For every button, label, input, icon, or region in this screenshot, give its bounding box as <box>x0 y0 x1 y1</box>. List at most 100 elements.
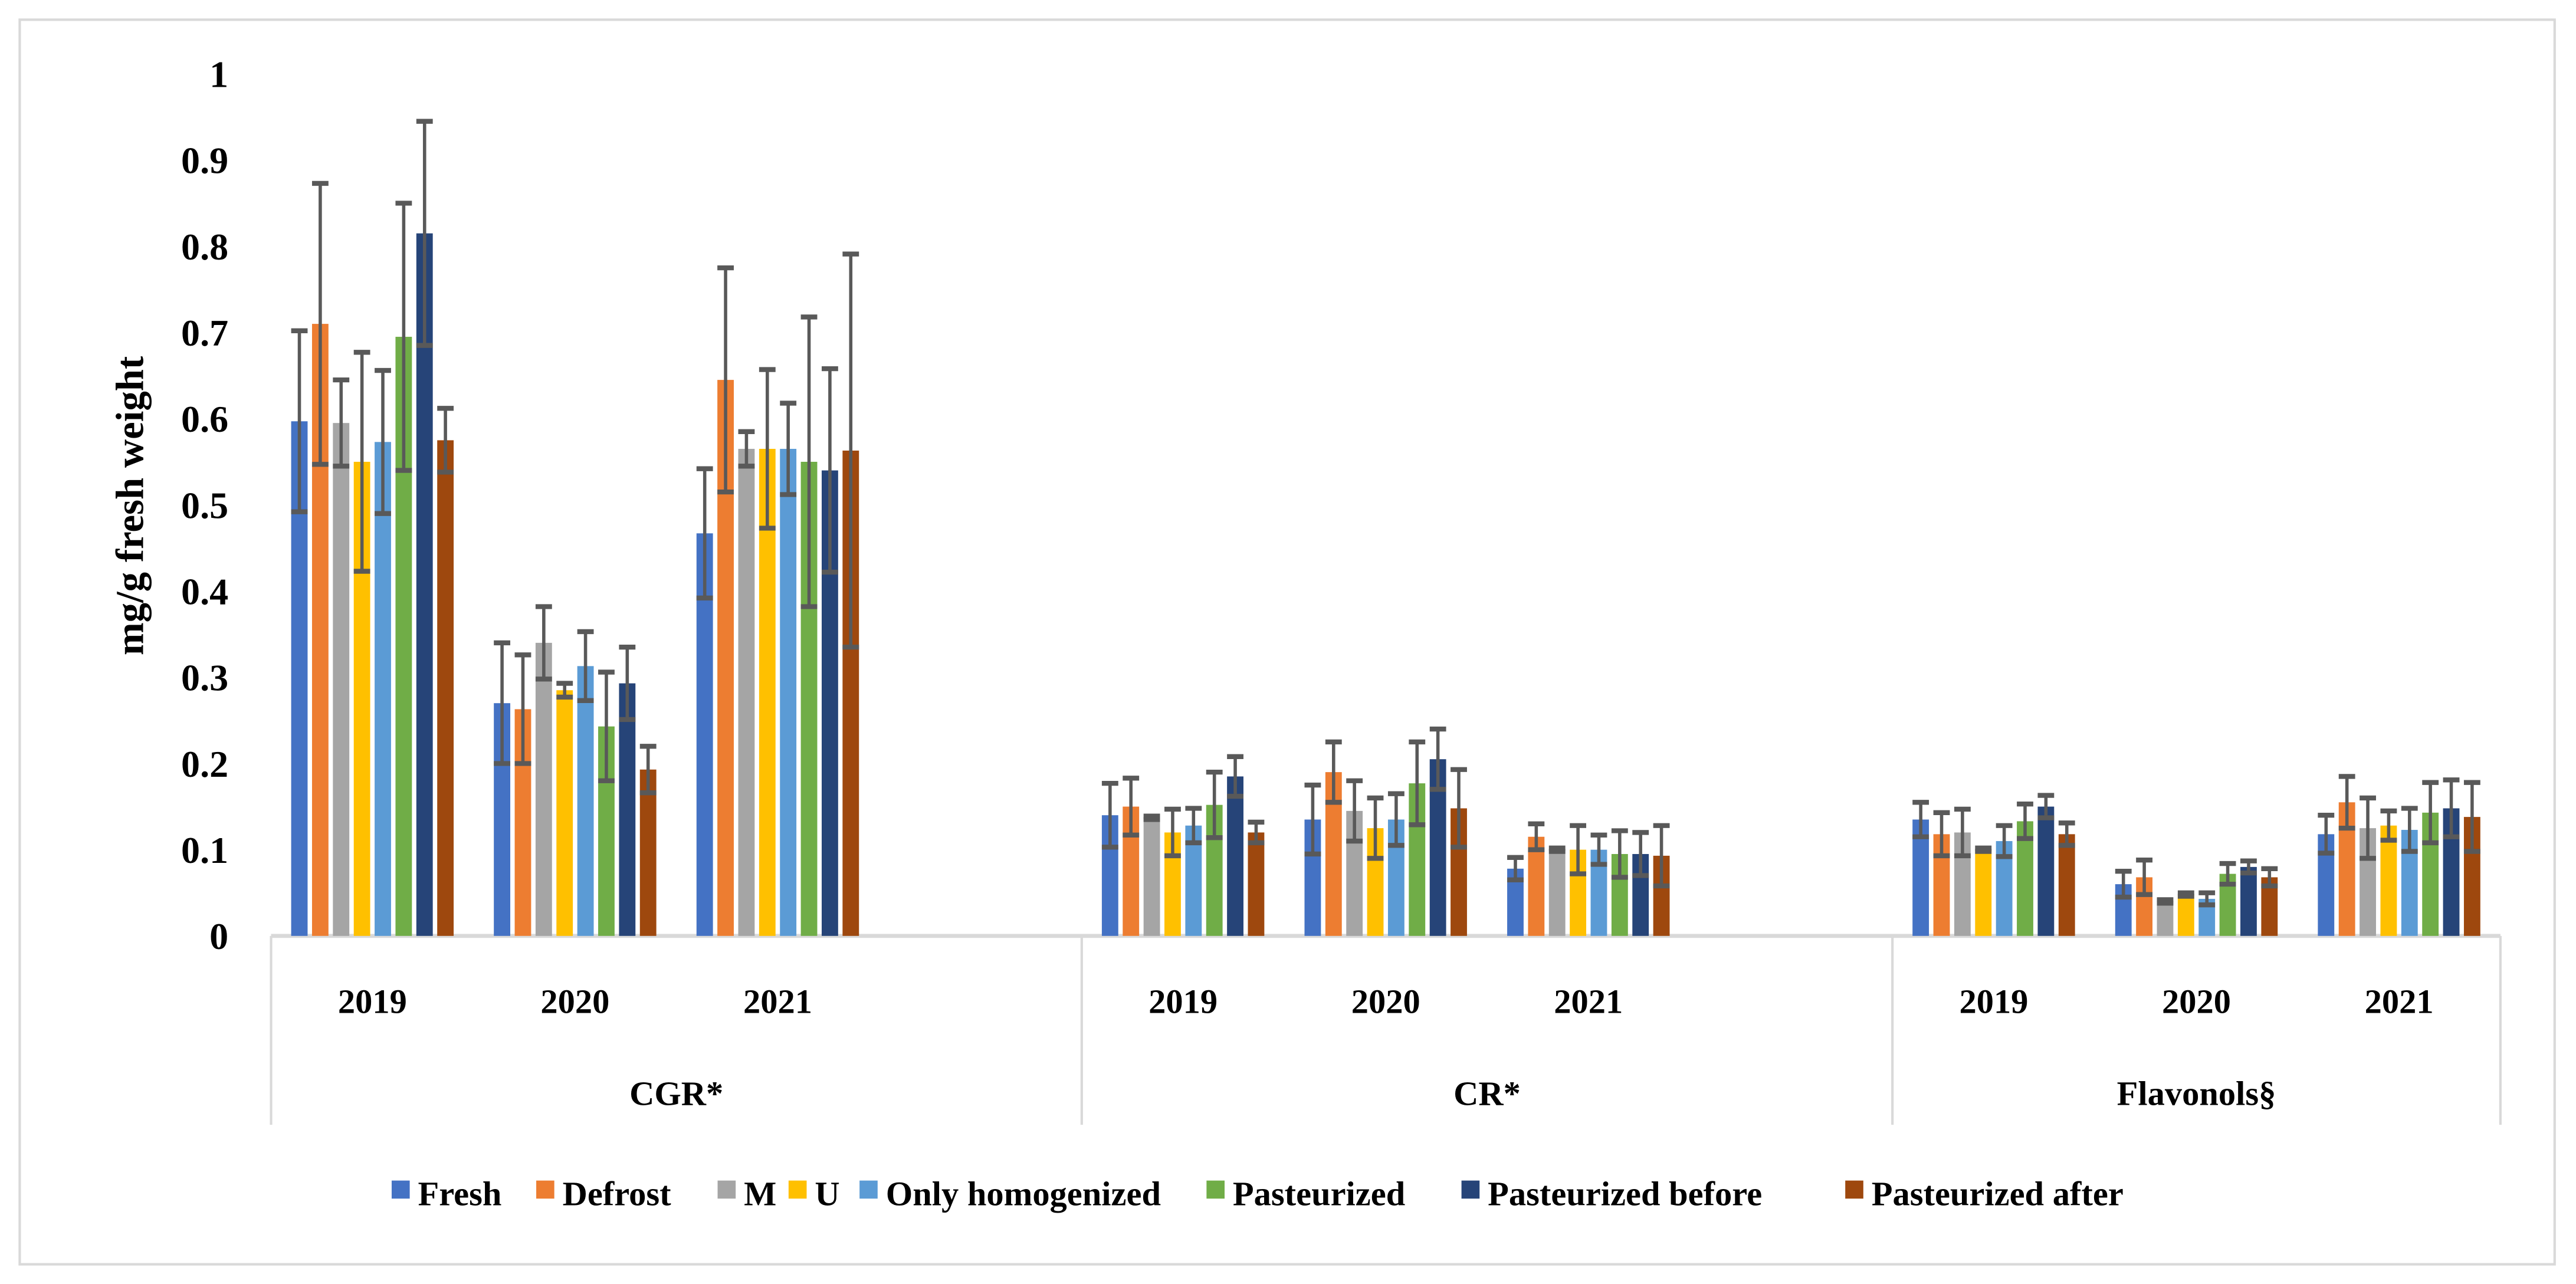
bar-m <box>1143 817 1160 936</box>
error-bar <box>1912 800 1929 839</box>
error-bar <box>598 669 615 783</box>
year-label: 2019 <box>1959 983 2028 1021</box>
error-bar <box>2017 802 2033 841</box>
group-label: Flavonols§ <box>2117 1075 2276 1113</box>
category-axis: 2019 2020 2021 CGR* 2019 2020 2021 CR* 2019 2020 2… <box>270 934 2502 1125</box>
bar-u <box>2380 825 2397 936</box>
error-bar <box>1185 806 1202 846</box>
y-axis-ticks: 0 0.1 0.2 0.3 0.4 0.5 0.6 0.7 0.8 0.9 1 <box>181 54 228 958</box>
error-bar <box>2058 820 2075 848</box>
year-label: 2020 <box>2162 983 2231 1021</box>
error-bar <box>1409 739 1426 827</box>
legend-item: Defrost <box>536 1174 671 1213</box>
error-bar <box>639 744 657 796</box>
bars <box>291 119 2480 936</box>
error-bar <box>1996 823 2013 859</box>
error-bar <box>2261 866 2278 889</box>
y-tick-label: 0.2 <box>181 743 228 785</box>
y-tick-label: 0.8 <box>181 226 228 268</box>
bar-defrost <box>1528 836 1545 936</box>
error-bar <box>1507 855 1524 882</box>
error-bar <box>1325 739 1342 805</box>
error-bar <box>2037 793 2055 820</box>
error-bar <box>2177 890 2194 899</box>
bar-only-homogenized <box>577 666 594 936</box>
error-bar <box>1206 769 1223 840</box>
error-bar <box>619 645 636 723</box>
y-tick-label: 0 <box>209 915 228 957</box>
legend-label: Fresh <box>418 1174 502 1213</box>
y-tick-label: 0.5 <box>181 484 228 526</box>
legend-swatch <box>788 1180 807 1199</box>
year-label: 2020 <box>540 983 609 1021</box>
bar-pasteurized-after <box>639 769 657 936</box>
error-bar <box>2115 869 2132 900</box>
bar-m <box>1548 849 1566 936</box>
error-bar <box>2157 897 2174 906</box>
legend-label: M <box>744 1174 776 1213</box>
error-bar <box>1548 845 1566 854</box>
legend-swatch <box>1206 1180 1225 1199</box>
y-tick-label: 0.1 <box>181 829 228 871</box>
error-bar <box>1429 726 1446 792</box>
legend-swatch <box>1845 1180 1863 1199</box>
legend-label: U <box>815 1174 839 1213</box>
legend-label: Pasteurized after <box>1872 1174 2124 1213</box>
y-axis-title: mg/g fresh weight <box>108 356 152 655</box>
bar-pasteurized-before <box>416 233 433 936</box>
error-bar <box>494 640 511 766</box>
error-bar <box>717 265 734 495</box>
error-bar <box>2318 813 2335 856</box>
error-bar <box>1653 823 1670 889</box>
error-bar <box>800 314 818 609</box>
year-label: 2021 <box>2365 983 2434 1021</box>
error-bar <box>821 366 838 575</box>
group-label: CGR* <box>629 1075 723 1113</box>
error-bar <box>842 251 859 650</box>
bar-only-homogenized <box>780 449 797 936</box>
error-bar <box>333 377 350 469</box>
error-bar <box>2360 795 2376 861</box>
error-bar <box>2136 858 2153 897</box>
error-bar <box>2463 780 2480 854</box>
error-bar <box>1346 778 1363 844</box>
bar-pasteurized-before <box>619 683 636 936</box>
legend-label: Pasteurized before <box>1488 1174 1762 1213</box>
bar-m <box>333 423 350 936</box>
bar-pasteurized-before <box>2037 806 2055 936</box>
error-bar <box>759 367 776 531</box>
error-bar <box>1632 830 1649 878</box>
bar-pasteurized-after <box>2058 834 2075 936</box>
legend-label: Defrost <box>563 1174 672 1213</box>
error-bar <box>514 652 531 766</box>
error-bar <box>1611 828 1628 880</box>
error-bar <box>353 350 370 574</box>
legend-swatch <box>536 1180 554 1199</box>
error-bar <box>1227 754 1243 799</box>
error-bar <box>2240 858 2257 876</box>
error-bar <box>2219 861 2236 887</box>
y-tick-label: 0.4 <box>181 570 228 612</box>
error-bar <box>291 328 308 514</box>
error-bar <box>738 429 755 469</box>
y-tick-label: 1 <box>209 54 228 96</box>
year-label: 2019 <box>1148 983 1218 1021</box>
bar-pasteurized-before <box>1227 776 1243 936</box>
error-bar <box>1304 782 1321 857</box>
legend-swatch <box>1461 1180 1480 1199</box>
error-bar <box>1451 767 1467 850</box>
error-bar <box>535 604 552 682</box>
bar-pasteurized-after <box>1248 832 1265 936</box>
error-bar <box>556 681 573 700</box>
error-bar <box>1933 810 1950 859</box>
bar-u <box>556 690 573 936</box>
error-bar <box>1387 791 1405 848</box>
error-bar <box>577 629 594 703</box>
legend-item: U <box>788 1174 840 1213</box>
bar-m <box>2157 901 2174 936</box>
legend-item: Pasteurized before <box>1461 1174 1762 1213</box>
year-label: 2020 <box>1351 983 1420 1021</box>
bar-u <box>2177 894 2194 936</box>
year-label: 2021 <box>1554 983 1623 1021</box>
